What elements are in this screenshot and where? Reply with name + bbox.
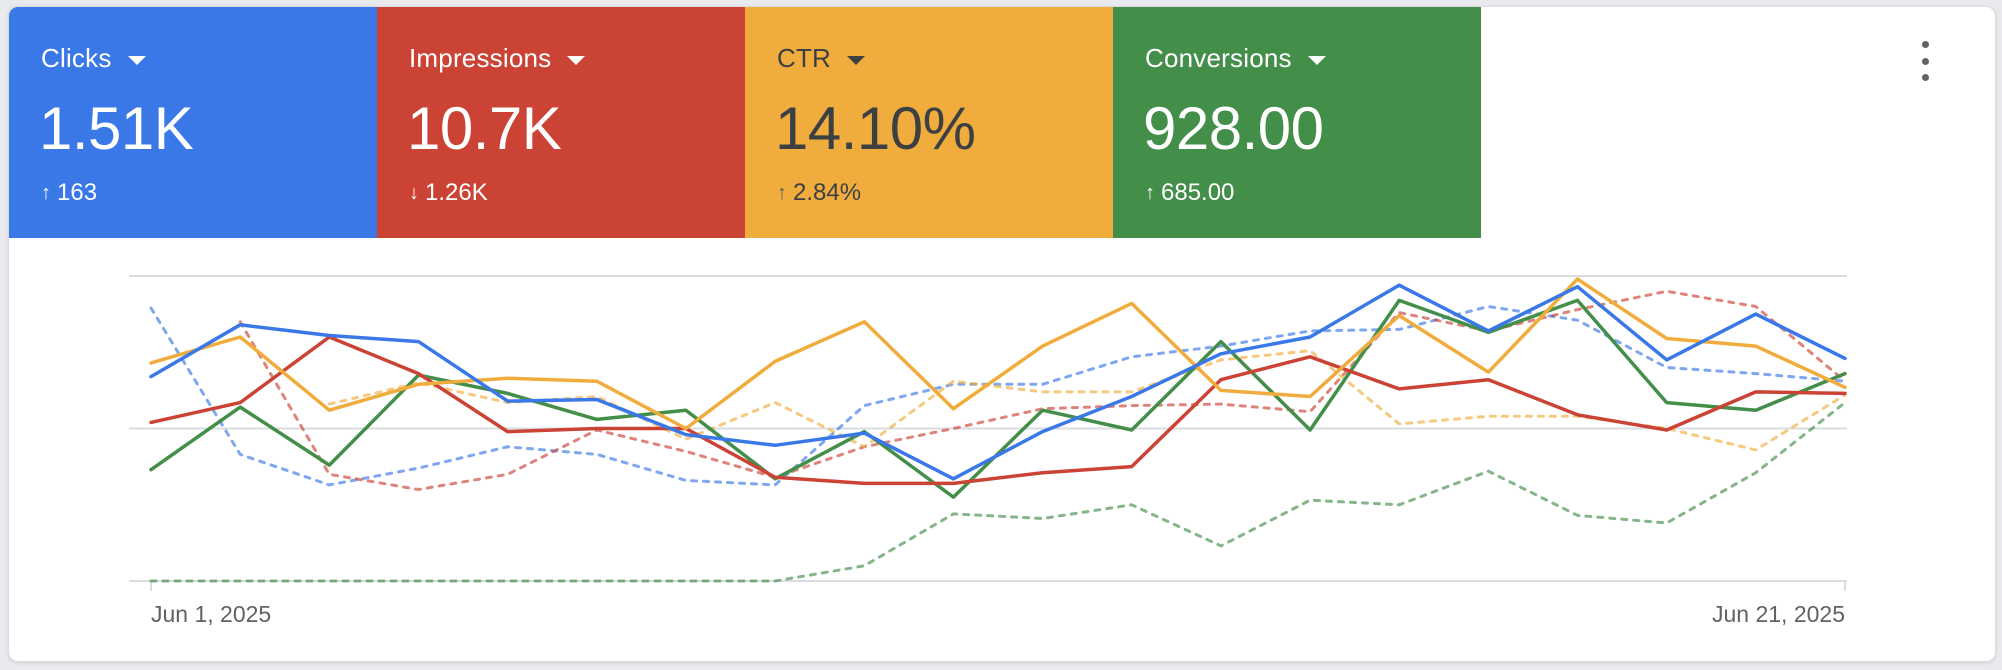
- metric-value: 14.10%: [775, 95, 976, 162]
- metric-label: Conversions: [1145, 43, 1292, 73]
- metric-header[interactable]: CTR: [777, 43, 866, 74]
- metric-delta: ↓ 1.26K: [409, 179, 488, 207]
- series-line-conversions-previous: [149, 401, 1847, 583]
- series-line-clicks-current: [149, 283, 1847, 481]
- more-vert-icon[interactable]: [1913, 41, 1937, 81]
- x-axis-end-label: Jun 21, 2025: [1712, 601, 1845, 627]
- metric-tiles: Clicks 1.51K ↑ 163 Impressions 10.7K ↓ 1…: [9, 7, 1481, 238]
- arrow-down-icon: ↓: [409, 181, 419, 204]
- metric-tile-ctr[interactable]: CTR 14.10% ↑ 2.84%: [745, 7, 1113, 238]
- chart-x-axis: Jun 1, 2025 Jun 21, 2025: [151, 601, 1845, 627]
- metric-delta: ↑ 2.84%: [777, 179, 861, 207]
- x-axis-start-label: Jun 1, 2025: [151, 601, 271, 627]
- series-line-impressions-previous: [238, 289, 1847, 491]
- arrow-up-icon: ↑: [41, 181, 51, 204]
- arrow-up-icon: ↑: [1145, 181, 1155, 204]
- metric-label: Clicks: [41, 43, 112, 73]
- metric-value: 10.7K: [407, 95, 562, 162]
- arrow-up-icon: ↑: [777, 181, 787, 204]
- metric-delta-value: 2.84%: [793, 179, 862, 206]
- metric-delta-value: 163: [57, 179, 98, 206]
- caret-down-icon[interactable]: [1307, 55, 1326, 65]
- metric-tile-clicks[interactable]: Clicks 1.51K ↑ 163: [9, 7, 377, 238]
- metric-value: 1.51K: [39, 95, 194, 162]
- chart-series-group: [149, 277, 1847, 583]
- caret-down-icon[interactable]: [127, 55, 146, 65]
- series-line-ctr-current: [149, 277, 1847, 431]
- metric-label: Impressions: [409, 43, 552, 73]
- metric-tile-impressions[interactable]: Impressions 10.7K ↓ 1.26K: [377, 7, 745, 238]
- performance-card: Jun 1, 2025 Jun 21, 2025 Clicks 1.51K ↑ …: [8, 6, 1996, 662]
- metric-delta-value: 1.26K: [425, 179, 488, 206]
- metric-header[interactable]: Clicks: [41, 43, 146, 74]
- metric-value: 928.00: [1143, 95, 1324, 162]
- series-line-impressions-current: [149, 335, 1847, 486]
- metric-header[interactable]: Impressions: [409, 43, 586, 74]
- performance-line-chart: Jun 1, 2025 Jun 21, 2025: [129, 275, 1847, 627]
- series-line-clicks-previous: [149, 305, 1847, 487]
- chart-grid: [129, 275, 1847, 591]
- metric-delta: ↑ 685.00: [1145, 179, 1234, 207]
- caret-down-icon[interactable]: [847, 55, 866, 65]
- caret-down-icon[interactable]: [567, 55, 586, 65]
- metric-tile-conversions[interactable]: Conversions 928.00 ↑ 685.00: [1113, 7, 1481, 238]
- series-line-conversions-current: [149, 298, 1847, 499]
- metric-header[interactable]: Conversions: [1145, 43, 1326, 74]
- metric-label: CTR: [777, 43, 832, 73]
- metric-delta-value: 685.00: [1161, 179, 1235, 206]
- metric-delta: ↑ 163: [41, 179, 97, 207]
